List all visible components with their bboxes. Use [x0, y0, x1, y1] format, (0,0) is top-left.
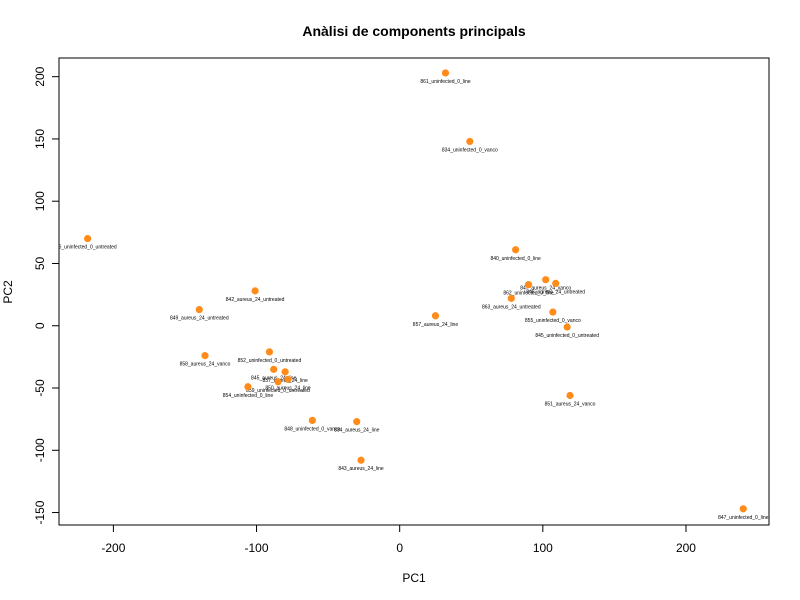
data-point	[566, 391, 574, 400]
y-tick-label: 150	[33, 129, 47, 149]
y-tick-label: 50	[33, 256, 47, 270]
data-point	[353, 418, 361, 426]
data-point	[552, 279, 560, 288]
data-point	[563, 323, 571, 331]
y-axis-label: PC2	[1, 280, 15, 304]
point-label: 859_uninfected_0_untreated	[246, 388, 310, 394]
data-point	[201, 352, 209, 360]
x-axis-label: PC1	[402, 571, 426, 585]
point-label: 834_uninfected_0_vanco	[442, 147, 498, 153]
y-tick-label: 100	[33, 191, 47, 211]
data-point	[507, 294, 515, 302]
y-tick-label: -100	[33, 438, 47, 462]
point-label: 6_uninfected_0_untreated	[59, 245, 117, 251]
x-axis: -200 -100 0 100 200	[101, 524, 696, 555]
x-tick-label: 200	[676, 541, 696, 555]
x-tick-label: 0	[396, 541, 403, 555]
point-label: 840_uninfected_0_line	[490, 256, 541, 262]
data-point	[84, 234, 92, 243]
x-tick-label: 100	[533, 541, 553, 555]
point-label: 843_aureus_24_line	[338, 466, 384, 472]
point-label: 861_uninfected_0_line	[420, 79, 471, 85]
point-label: 845_uninfected_0_untreated	[535, 333, 599, 339]
point-label: 847_aureus_24_vanco	[520, 286, 571, 292]
data-point	[512, 246, 520, 254]
x-tick-label: -100	[245, 541, 269, 555]
data-point	[466, 137, 474, 146]
y-tick-label: 0	[33, 322, 47, 329]
point-label: 849_aureus_24_untreated	[170, 316, 229, 322]
plot-frame	[58, 57, 770, 526]
chart-title: Anàlisi de components principals	[302, 23, 525, 39]
point-label: 846_aureus_24_untreated	[526, 289, 585, 295]
point-label: 862_uninfected_0_line	[503, 291, 554, 297]
y-tick-label: 200	[33, 66, 47, 86]
point-label: 847_uninfected_0_line	[718, 515, 769, 521]
data-point	[270, 365, 278, 373]
point-label: 834_aureus_24_line	[334, 428, 380, 434]
data-point	[441, 69, 450, 77]
data-point	[542, 276, 550, 284]
point-label: 863_aureus_24_untreated	[482, 304, 541, 310]
data-point	[549, 308, 557, 316]
data-point	[431, 312, 440, 320]
point-label: 852_uninfected_0_untreated	[238, 358, 302, 364]
data-point	[281, 368, 289, 376]
y-tick-label: -150	[33, 500, 47, 524]
data-point	[524, 281, 533, 289]
data-point	[265, 348, 274, 356]
y-tick-label: -50	[33, 379, 47, 397]
point-label: 858_aureus_24_vanco	[180, 362, 231, 368]
data-point	[357, 456, 365, 464]
point-label: 845_aureus_24_line	[251, 375, 297, 381]
data-point	[274, 378, 282, 386]
point-label: 854_uninfected_0_line	[223, 393, 274, 399]
x-tick-label: -200	[101, 541, 125, 555]
point-label: 848_uninfected_0_vanco	[284, 426, 340, 432]
data-point	[284, 375, 292, 383]
data-point	[739, 505, 747, 513]
data-point	[308, 416, 316, 424]
y-axis: -150 -100 -50 0 50 100 150 200	[33, 66, 60, 525]
point-label: 855_uninfected_0_vanco	[525, 318, 581, 324]
data-points: 861_uninfected_0_line 834_uninfected_0_va…	[59, 69, 769, 521]
point-label: 850_aureus_24_line	[265, 385, 311, 391]
point-label: 851_aureus_24_vanco	[545, 401, 596, 407]
point-label: 857_aureus_24_line	[413, 322, 459, 328]
data-point	[244, 383, 252, 391]
data-point	[195, 305, 203, 314]
data-point	[251, 287, 259, 295]
point-label: 842_aureus_24_untreated	[226, 297, 285, 303]
